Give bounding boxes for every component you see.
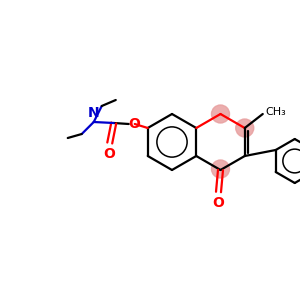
Text: O: O [103, 147, 115, 161]
Text: CH₃: CH₃ [266, 107, 286, 117]
Circle shape [236, 119, 254, 137]
Text: O: O [128, 117, 140, 131]
Text: O: O [213, 196, 224, 210]
Text: N: N [88, 106, 100, 120]
Circle shape [212, 160, 230, 178]
Circle shape [212, 105, 230, 123]
